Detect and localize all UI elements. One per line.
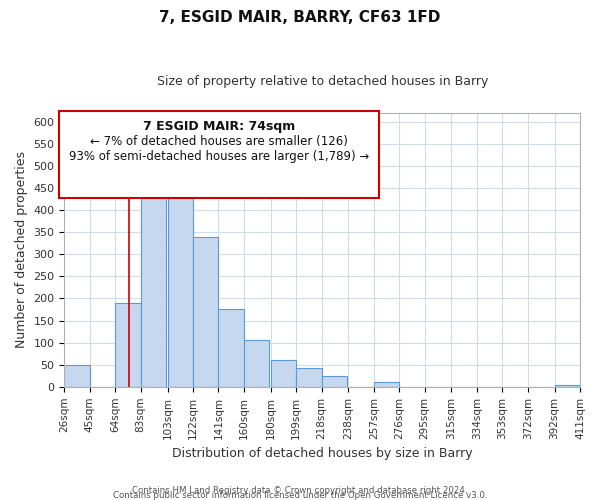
Bar: [218, 310, 244, 387]
Text: Contains public sector information licensed under the Open Government Licence v3: Contains public sector information licen…: [113, 491, 487, 500]
Text: 7 ESGID MAIR: 74sqm: 7 ESGID MAIR: 74sqm: [143, 120, 295, 132]
Bar: [244, 340, 269, 387]
Bar: [115, 303, 141, 387]
FancyBboxPatch shape: [59, 112, 379, 198]
Bar: [271, 360, 296, 387]
Title: Size of property relative to detached houses in Barry: Size of property relative to detached ho…: [157, 75, 488, 88]
Text: Contains HM Land Registry data © Crown copyright and database right 2024.: Contains HM Land Registry data © Crown c…: [132, 486, 468, 495]
Bar: [141, 197, 166, 387]
X-axis label: Distribution of detached houses by size in Barry: Distribution of detached houses by size …: [172, 447, 473, 460]
Bar: [193, 236, 218, 387]
Y-axis label: Number of detached properties: Number of detached properties: [15, 152, 28, 348]
Bar: [554, 384, 580, 387]
Bar: [167, 177, 193, 387]
Bar: [296, 368, 322, 387]
Bar: [322, 376, 347, 387]
Text: 7, ESGID MAIR, BARRY, CF63 1FD: 7, ESGID MAIR, BARRY, CF63 1FD: [160, 10, 440, 25]
Bar: [64, 364, 90, 387]
Text: 93% of semi-detached houses are larger (1,789) →: 93% of semi-detached houses are larger (…: [69, 150, 369, 163]
Text: ← 7% of detached houses are smaller (126): ← 7% of detached houses are smaller (126…: [90, 134, 348, 147]
Bar: [374, 382, 399, 387]
